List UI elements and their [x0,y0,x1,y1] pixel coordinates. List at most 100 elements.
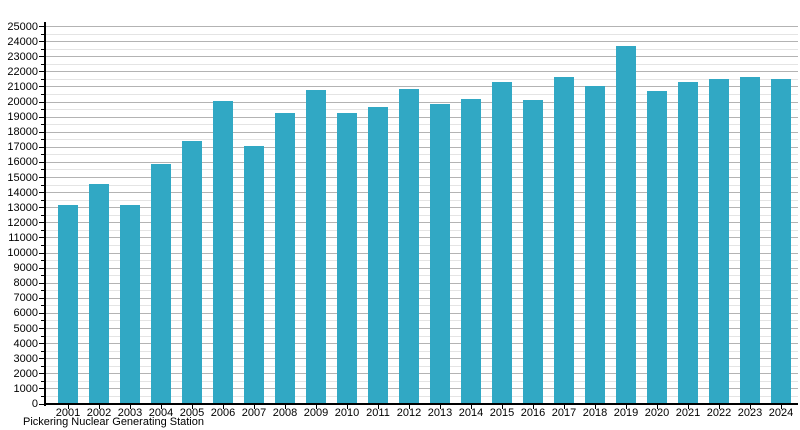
y-tick [39,101,45,103]
y-tick [41,260,45,262]
minor-gridline [45,124,798,126]
bar-2021 [677,82,699,404]
major-gridline [45,207,798,209]
major-gridline [45,237,798,239]
y-tick-label: 22000 [7,65,38,78]
y-tick-label: 12000 [7,216,38,229]
major-gridline [45,26,798,27]
major-gridline [45,343,798,345]
x-tick-label: 2004 [148,407,174,419]
x-tick [718,404,720,409]
y-tick [41,320,45,322]
minor-gridline [45,350,798,352]
minor-gridline [45,229,798,231]
y-tick-label: 23000 [7,50,38,63]
bar-2006 [212,101,234,404]
x-tick-label: 2014 [458,407,484,419]
minor-gridline [45,33,798,35]
y-tick [41,184,45,186]
y-tick [39,56,45,58]
major-gridline [45,177,798,178]
minor-gridline [45,93,798,95]
y-tick [39,222,45,224]
y-tick [39,328,45,329]
y-tick [39,41,45,43]
x-axis-line [44,403,798,405]
y-tick [41,93,45,95]
y-tick-label: 7000 [13,292,38,305]
bar-2014 [460,98,482,404]
bar-2024 [770,79,792,404]
x-tick-label: 2015 [489,407,515,419]
y-tick [41,124,45,126]
x-tick [160,404,162,409]
minor-gridline [45,290,798,292]
y-tick [39,71,45,73]
major-gridline [45,56,798,58]
x-tick [129,404,131,409]
y-tick [39,131,45,133]
minor-gridline [45,395,798,397]
x-tick [625,404,627,409]
minor-gridline [45,214,798,216]
minor-gridline [45,335,798,337]
x-tick [253,404,255,409]
y-tick-label: 1000 [13,382,38,395]
minor-gridline [45,63,798,65]
y-tick-label: 16000 [7,156,38,169]
y-tick [39,297,45,299]
y-tick-label: 11000 [8,231,38,244]
y-tick [39,343,45,345]
y-tick [41,169,45,171]
y-tick-label: 2000 [13,367,38,380]
minor-gridline [45,154,798,156]
y-tick-label: 5000 [13,322,38,335]
y-tick [41,335,45,337]
y-tick [39,146,45,148]
y-tick [41,395,45,397]
minor-gridline [45,320,798,322]
y-tick [41,380,45,382]
major-gridline [45,282,798,284]
x-tick [780,404,782,409]
y-tick [41,139,45,141]
major-gridline [45,86,798,88]
minor-gridline [45,199,798,201]
bar-2010 [336,112,358,404]
major-gridline [45,161,798,163]
y-tick [41,214,45,216]
y-tick [39,388,45,390]
y-tick [39,161,45,163]
bar-2017 [553,77,575,404]
major-gridline [45,312,798,314]
x-tick [501,404,503,409]
minor-gridline [45,365,798,367]
x-tick [98,404,100,409]
bar-2002 [88,183,110,404]
x-tick [191,404,193,409]
y-axis-line [44,22,46,406]
y-tick [39,373,45,375]
y-tick-label: 10000 [7,246,38,259]
y-tick-label: 21000 [7,80,38,93]
major-gridline [45,131,798,133]
y-tick-label: 6000 [13,307,38,320]
x-tick [377,404,379,409]
bar-2004 [150,163,172,404]
x-tick [532,404,534,409]
y-tick [39,403,45,405]
minor-gridline [45,244,798,246]
x-tick-label: 2020 [644,407,670,419]
y-tick-label: 24000 [7,35,38,48]
major-gridline [45,328,798,329]
major-gridline [45,192,798,194]
x-tick [315,404,317,409]
y-tick [41,78,45,80]
x-tick-label: 2008 [272,407,298,419]
y-tick-label: 4000 [13,337,38,350]
minor-gridline [45,169,798,171]
y-tick-label: 14000 [7,186,38,199]
bar-2005 [181,140,203,404]
